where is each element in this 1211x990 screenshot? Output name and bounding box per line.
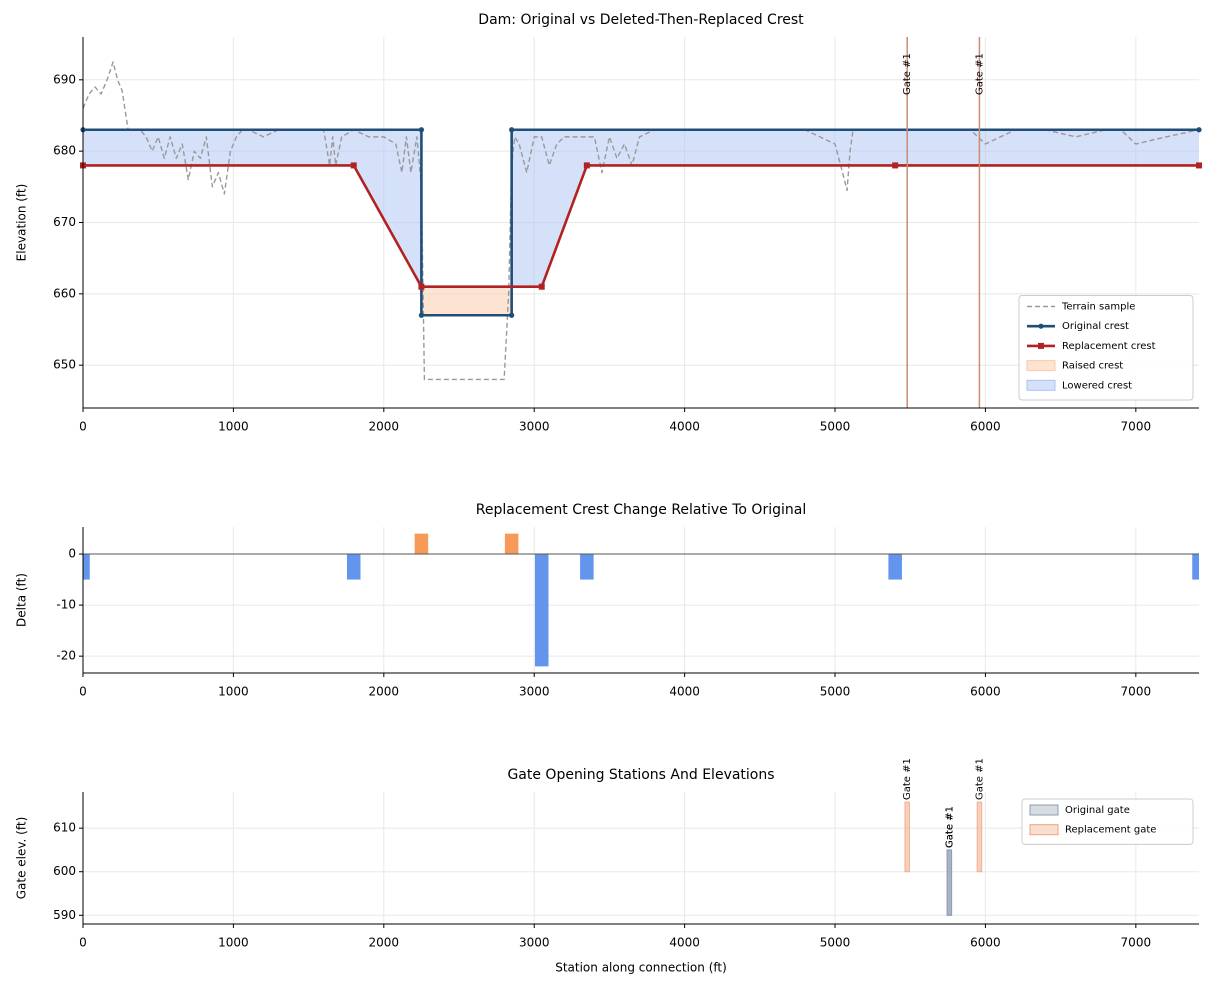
y-tick-label: 590 <box>53 908 76 922</box>
y-tick-label: 0 <box>68 547 76 561</box>
legend-swatch <box>1026 360 1056 372</box>
x-tick-label: 3000 <box>519 685 550 699</box>
x-tick-label: 4000 <box>669 420 700 434</box>
x-tick-label: 7000 <box>1121 685 1152 699</box>
gate-label: Gate #1 <box>902 53 913 95</box>
x-tick-label: 1000 <box>218 936 249 950</box>
legend-label: Replacement crest <box>1062 341 1156 352</box>
gate-bar <box>976 801 983 873</box>
bar <box>414 533 429 555</box>
y-tick-label: 660 <box>53 286 76 300</box>
x-axis-label: Station along connection (ft) <box>555 961 727 975</box>
y-tick-label: 610 <box>53 821 76 835</box>
marker <box>1196 127 1202 133</box>
legend-label: Original crest <box>1062 321 1129 332</box>
x-tick-label: 2000 <box>369 420 400 434</box>
marker <box>583 162 590 169</box>
legend-label: Lowered crest <box>1062 380 1132 391</box>
bar <box>83 554 90 580</box>
fill-area <box>421 129 513 316</box>
y-axis-label: Elevation (ft) <box>15 184 29 262</box>
x-tick-label: 4000 <box>669 685 700 699</box>
gate-label: Gate #1 <box>902 758 913 800</box>
series-line <box>83 128 1199 317</box>
x-tick-label: 0 <box>79 685 87 699</box>
legend-label: Replacement gate <box>1065 825 1156 836</box>
fill-area <box>512 129 1199 287</box>
chart-title: Gate Opening Stations And Elevations <box>507 767 774 783</box>
series-line <box>83 164 1199 289</box>
series-line <box>83 61 1199 381</box>
x-tick-label: 3000 <box>519 420 550 434</box>
marker <box>509 312 515 318</box>
x-tick-label: 5000 <box>820 685 851 699</box>
x-tick-label: 1000 <box>218 685 249 699</box>
gate-label: Gate #1 <box>944 806 955 848</box>
x-tick-label: 6000 <box>970 420 1001 434</box>
fill-area <box>83 129 422 316</box>
gate-label: Gate #1 <box>944 806 955 848</box>
x-tick-label: 6000 <box>970 685 1001 699</box>
legend-swatch <box>1038 323 1044 329</box>
x-tick-label: 2000 <box>369 685 400 699</box>
marker <box>418 283 425 290</box>
gate-label: Gate #1 <box>974 758 985 800</box>
x-tick-label: 6000 <box>970 936 1001 950</box>
marker <box>418 127 425 133</box>
x-tick-label: 0 <box>79 936 87 950</box>
x-tick-label: 5000 <box>820 936 851 950</box>
x-tick-label: 0 <box>79 420 87 434</box>
gate-label: Gate #1 <box>974 53 985 95</box>
y-tick-label: 650 <box>53 358 76 372</box>
bar <box>1192 554 1199 580</box>
y-tick-label: -20 <box>56 649 76 663</box>
x-tick-label: 3000 <box>519 936 550 950</box>
gate-bar <box>946 849 953 916</box>
x-tick-label: 2000 <box>369 936 400 950</box>
marker <box>418 312 425 318</box>
marker <box>1196 162 1202 169</box>
y-axis-label: Delta (ft) <box>15 573 29 627</box>
plot-area <box>904 801 983 916</box>
gate-bar <box>904 801 910 873</box>
y-tick-label: 680 <box>53 144 76 158</box>
legend-swatch <box>1026 379 1056 391</box>
y-axis-label: Gate elev. (ft) <box>15 817 29 900</box>
y-tick-label: 670 <box>53 215 76 229</box>
legend-box <box>1021 798 1194 845</box>
chart-title: Replacement Crest Change Relative To Ori… <box>476 502 806 518</box>
bar <box>504 533 519 555</box>
bar <box>534 554 549 667</box>
marker <box>538 283 545 290</box>
marker <box>509 127 515 133</box>
x-tick-label: 7000 <box>1121 420 1152 434</box>
marker <box>892 162 899 169</box>
legend-box <box>1018 295 1194 401</box>
y-tick-label: 690 <box>53 72 76 86</box>
bar <box>346 554 361 580</box>
legend-label: Original gate <box>1065 805 1130 816</box>
x-tick-label: 4000 <box>669 936 700 950</box>
legend-swatch <box>1029 824 1059 836</box>
plot-area <box>83 533 1199 667</box>
legend-swatch <box>1038 342 1044 349</box>
marker <box>350 162 357 169</box>
legend-swatch <box>1029 804 1059 816</box>
legend-label: Terrain sample <box>1061 302 1135 313</box>
x-tick-label: 1000 <box>218 420 249 434</box>
x-tick-label: 7000 <box>1121 936 1152 950</box>
legend-label: Raised crest <box>1062 361 1123 372</box>
y-tick-label: 600 <box>53 864 76 878</box>
bar <box>580 554 594 580</box>
chart-title: Dam: Original vs Deleted-Then-Replaced C… <box>478 12 804 28</box>
y-tick-label: -10 <box>56 598 76 612</box>
bar <box>888 554 902 580</box>
x-tick-label: 5000 <box>820 420 851 434</box>
